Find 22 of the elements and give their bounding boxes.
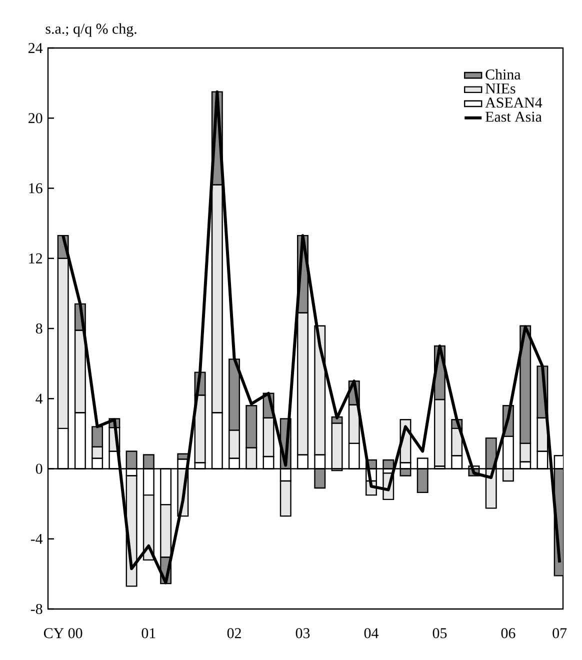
x-tick-label: 01	[142, 628, 156, 638]
y-tick-label: 4	[36, 394, 43, 404]
x-tick-label: CY 00	[44, 628, 82, 638]
y-axis-title: s.a.; q/q % chg.	[46, 23, 136, 37]
legend-label: China	[486, 69, 521, 80]
legend-label: NIEs	[486, 84, 516, 94]
y-tick-label: 12	[29, 253, 42, 264]
y-tick-label: 24	[28, 43, 43, 53]
x-tick-label: 05	[432, 628, 447, 638]
x-tick-label: 03	[296, 628, 310, 638]
x-tick-label: 02	[227, 628, 241, 638]
x-tick-label: 04	[364, 628, 378, 638]
y-tick-label: 16	[29, 183, 42, 194]
y-tick-label: 20	[28, 113, 42, 124]
legend-label: ASEAN4	[485, 98, 542, 108]
y-tick-label: -4	[30, 534, 43, 544]
x-tick-label: 07	[552, 628, 567, 638]
y-tick-label: -8	[30, 604, 42, 614]
x-tick-label: 06	[501, 628, 516, 638]
y-tick-label: 8	[36, 323, 42, 334]
y-tick-label: 0	[36, 464, 42, 474]
legend-label: East Asia	[486, 112, 542, 122]
